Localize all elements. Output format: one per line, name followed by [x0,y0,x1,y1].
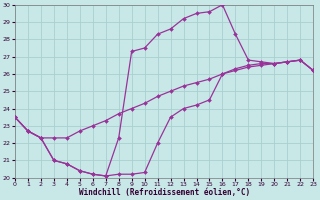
X-axis label: Windchill (Refroidissement éolien,°C): Windchill (Refroidissement éolien,°C) [78,188,250,197]
